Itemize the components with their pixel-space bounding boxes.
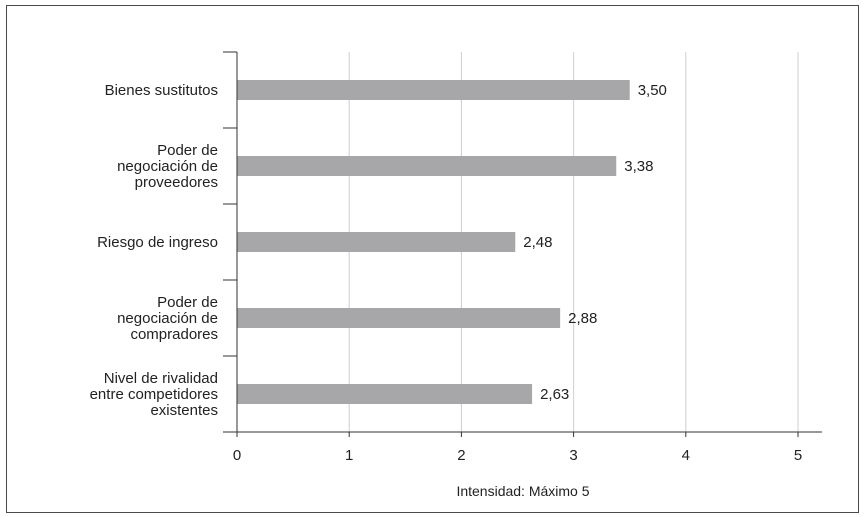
bar	[237, 232, 516, 252]
category-label: Poder de negociación de proveedores	[117, 142, 218, 191]
x-tick-label: 4	[682, 447, 690, 464]
bar	[237, 308, 561, 328]
x-tick-label: 2	[457, 447, 465, 464]
bars	[237, 80, 630, 404]
category-label: Riesgo de ingreso	[97, 234, 218, 251]
axes	[223, 51, 822, 437]
bar-value-label: 2,63	[540, 386, 569, 403]
bar	[237, 156, 617, 176]
category-label: Nivel de rivalidad entre competidores exis…	[90, 370, 218, 419]
x-tick-label: 0	[233, 447, 241, 464]
labels: 0 1 2 3 4 5 3,50 Bienes sustitutos 3,38 Poder de n…	[90, 82, 803, 464]
x-axis-label: Intensidad: Máximo 5	[456, 483, 589, 499]
bar-value-label: 3,38	[624, 158, 653, 175]
bar	[237, 384, 533, 404]
category-label: Bienes sustitutos	[105, 82, 218, 99]
bar-value-label: 2,48	[523, 234, 552, 251]
x-tick-label: 5	[794, 447, 802, 464]
bar-value-label: 2,88	[568, 310, 597, 327]
category-label: Poder de negociación de compradores	[117, 294, 218, 343]
bar-value-label: 3,50	[638, 82, 667, 99]
x-tick-label: 1	[345, 447, 353, 464]
bar	[237, 80, 630, 100]
x-tick-label: 3	[569, 447, 577, 464]
